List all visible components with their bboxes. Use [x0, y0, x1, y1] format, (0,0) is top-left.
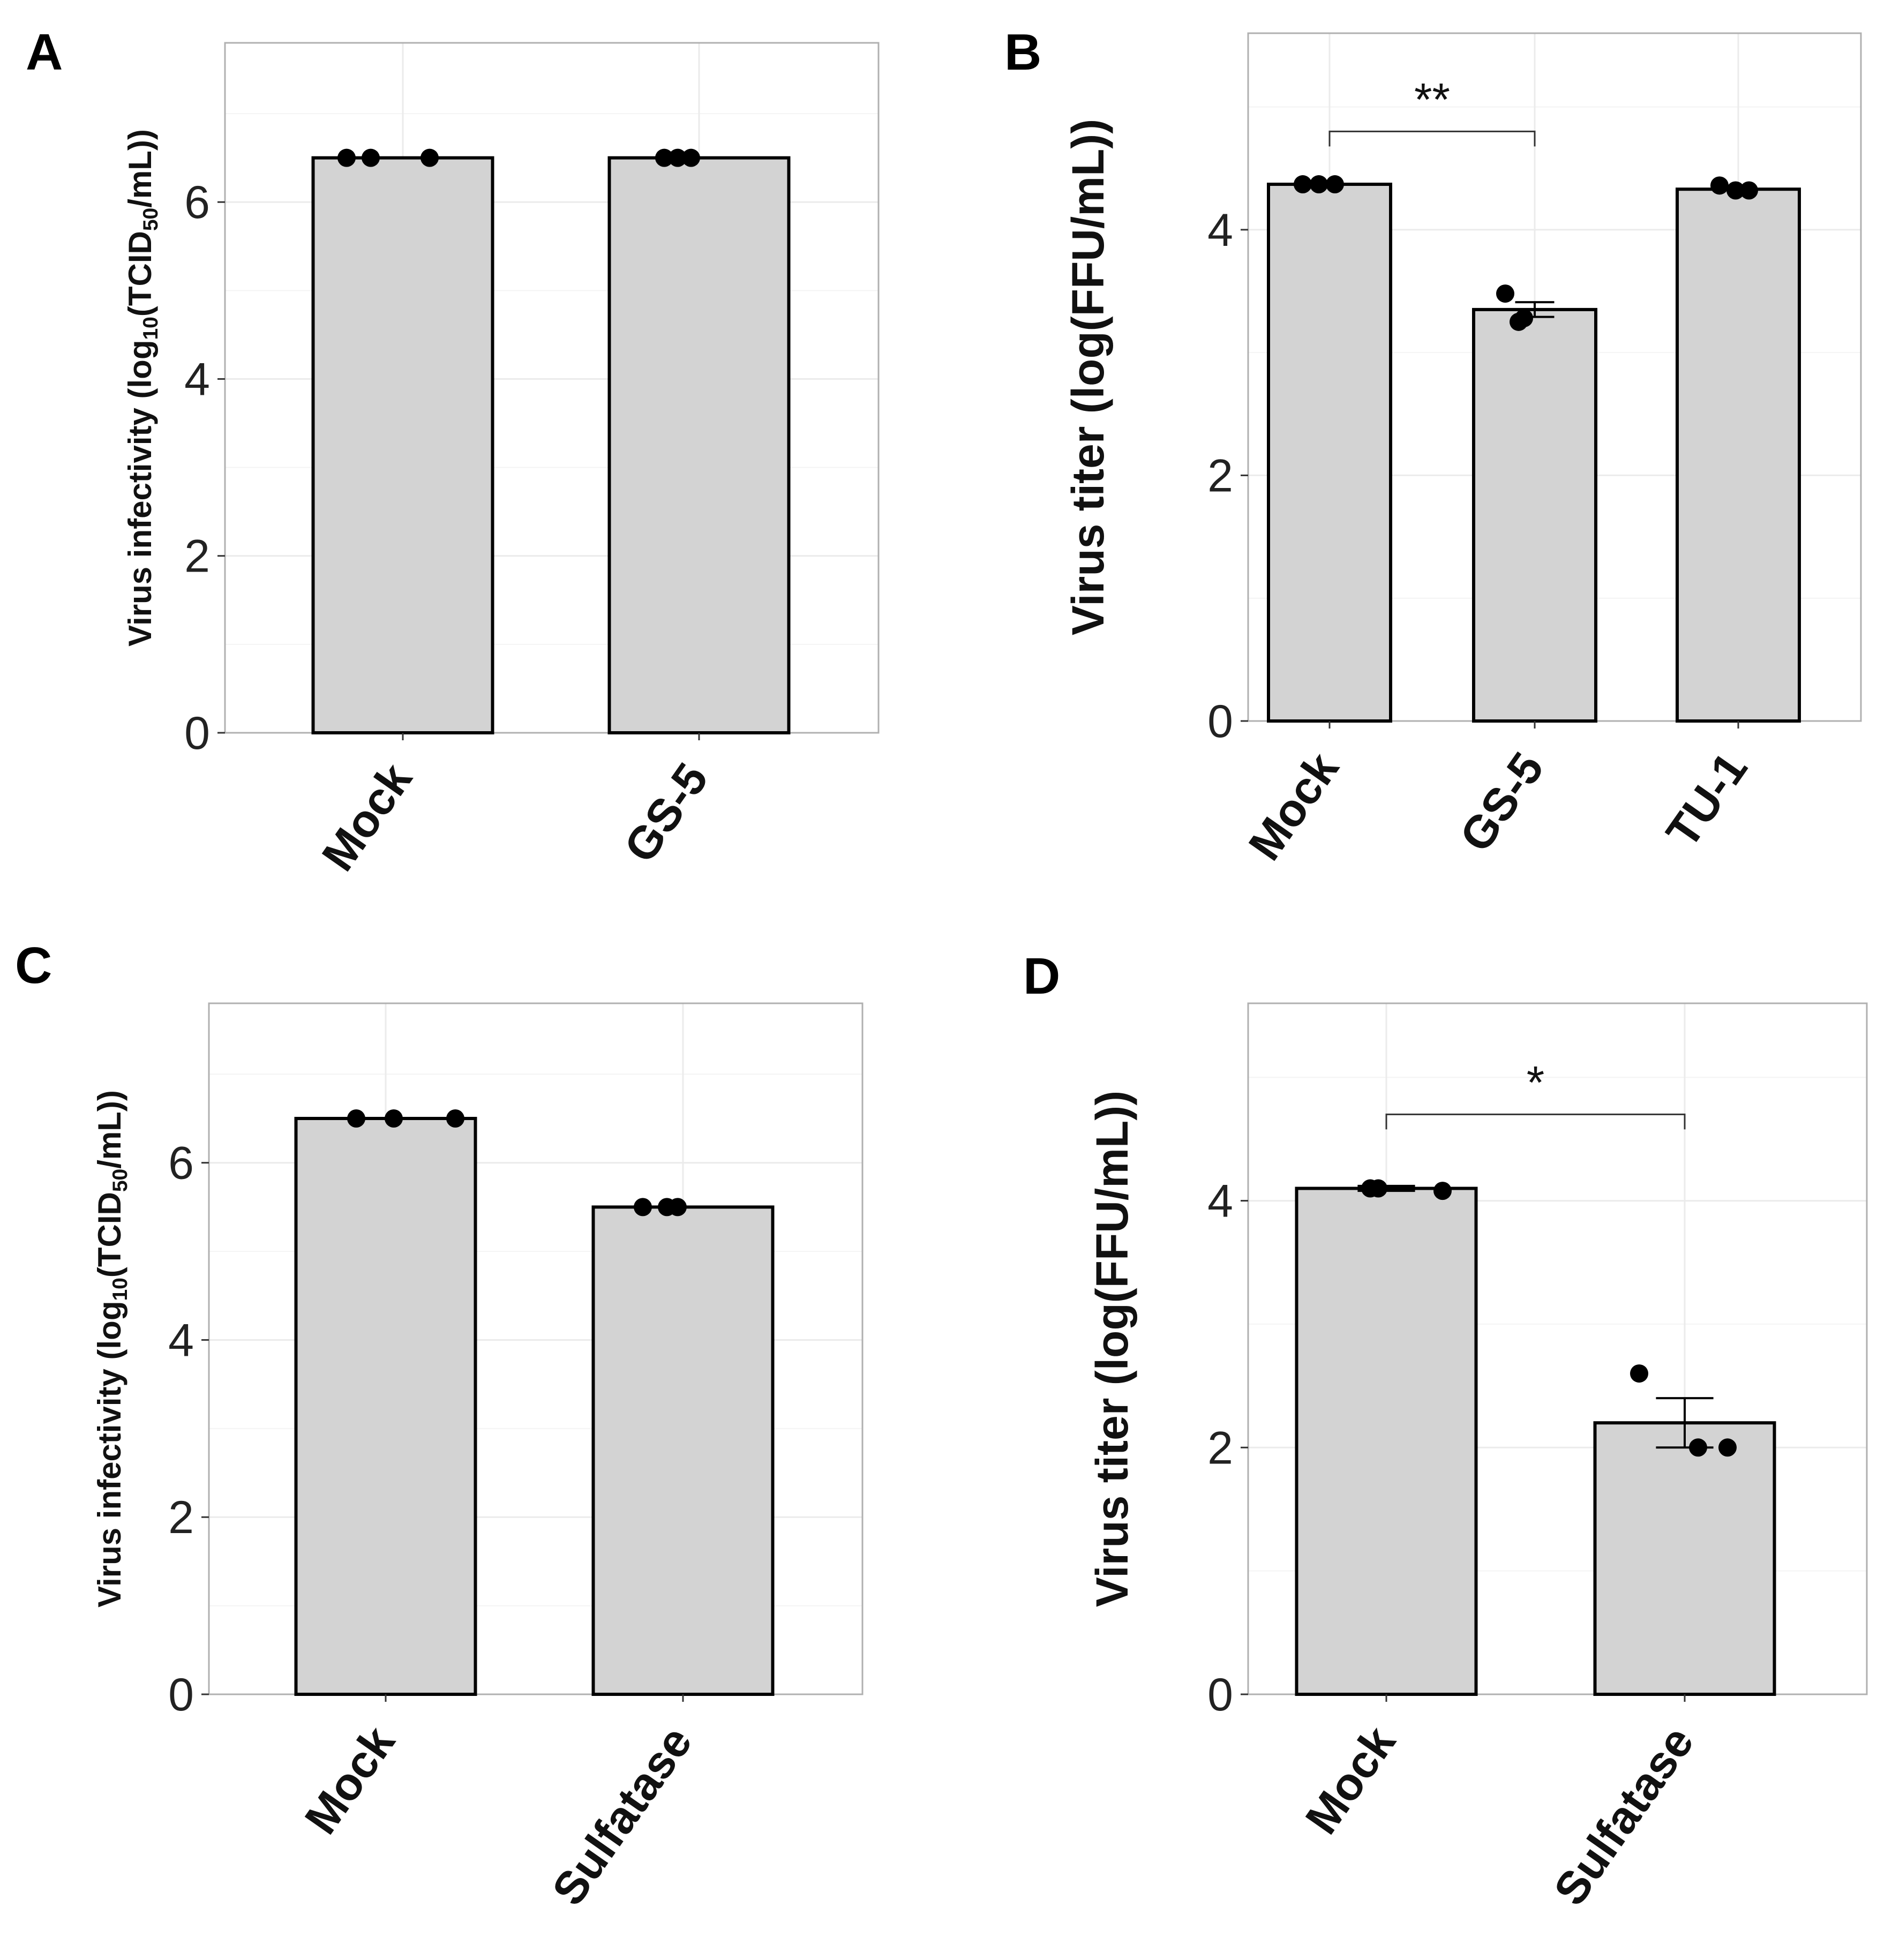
data-point — [1710, 176, 1729, 195]
bar-mock — [1267, 183, 1392, 723]
panel-letter: C — [15, 937, 52, 994]
data-point — [669, 148, 687, 167]
significance-bracket — [1385, 1113, 1686, 1130]
data-point — [385, 1109, 403, 1128]
data-point — [1326, 175, 1344, 194]
significance-label: ** — [1414, 74, 1450, 125]
data-point — [1294, 175, 1312, 194]
data-point — [682, 148, 700, 167]
y-axis-title: Virus infectivity (log10(TCID50/mL)) — [92, 1090, 132, 1608]
data-point — [655, 148, 673, 167]
bar-gs-5 — [1472, 307, 1597, 723]
y-tick-label: 4 — [184, 354, 210, 405]
significance-bracket — [1328, 130, 1536, 147]
y-tick-label: 0 — [1207, 1669, 1233, 1721]
data-point — [421, 148, 439, 167]
y-tick-label: 0 — [1207, 696, 1233, 747]
plot-border — [1247, 1002, 1868, 1695]
data-point — [1718, 1438, 1737, 1457]
data-point — [446, 1109, 464, 1128]
y-tick-label: 2 — [1207, 450, 1233, 501]
y-tick-label: 6 — [184, 177, 210, 228]
y-tick-label: 4 — [1207, 1176, 1233, 1227]
panel-letter: B — [1004, 24, 1041, 81]
y-tick-label: 2 — [1207, 1422, 1233, 1474]
y-tick-label: 4 — [1207, 205, 1233, 256]
data-point — [1310, 175, 1328, 194]
bar-mock — [294, 1117, 477, 1696]
bar-sulfatase — [1593, 1421, 1776, 1696]
plot-border — [208, 1002, 864, 1695]
bar-mock — [311, 156, 494, 735]
data-point — [1433, 1182, 1452, 1200]
data-point — [1369, 1179, 1387, 1198]
data-point — [1496, 284, 1514, 303]
bar-mock — [1295, 1186, 1478, 1696]
data-point — [669, 1198, 687, 1216]
plot-border — [224, 42, 880, 734]
y-tick-label: 6 — [168, 1138, 194, 1189]
data-point — [1740, 181, 1758, 200]
y-axis-title: Virus titer (log(FFU/mL)) — [1063, 119, 1113, 635]
y-tick-label: 0 — [184, 708, 210, 759]
bar-tu-1 — [1676, 187, 1801, 723]
panel-letter: A — [26, 24, 63, 81]
y-axis-title: Virus infectivity (log10(TCID50/mL)) — [122, 129, 162, 647]
y-tick-label: 2 — [168, 1492, 194, 1543]
data-point — [362, 148, 380, 167]
data-point — [634, 1198, 652, 1216]
data-point — [1630, 1364, 1648, 1383]
data-point — [337, 148, 356, 167]
y-tick-label: 2 — [184, 531, 210, 582]
significance-label: * — [1527, 1057, 1544, 1108]
data-point — [1515, 309, 1533, 327]
y-tick-label: 0 — [168, 1669, 194, 1721]
bar-sulfatase — [591, 1205, 775, 1696]
data-point — [347, 1109, 365, 1128]
y-axis-title: Virus titer (log(FFU/mL)) — [1087, 1091, 1137, 1607]
panel-letter: D — [1023, 948, 1060, 1005]
data-point — [1726, 181, 1745, 200]
bar-gs-5 — [607, 156, 791, 735]
y-tick-label: 4 — [168, 1315, 194, 1366]
data-point — [1689, 1438, 1707, 1457]
